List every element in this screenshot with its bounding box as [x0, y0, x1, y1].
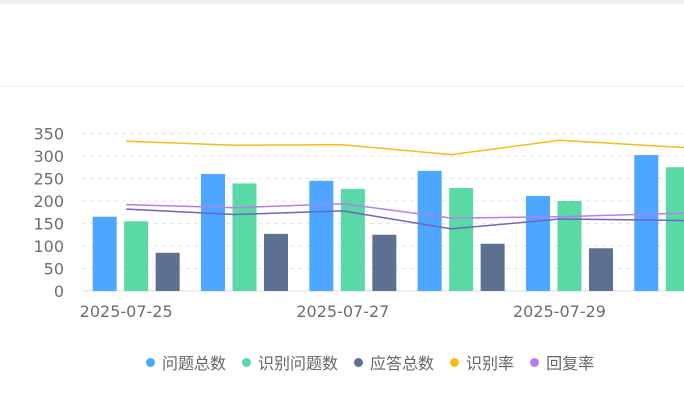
bar — [124, 221, 149, 291]
legend-item[interactable]: 回复率 — [530, 350, 594, 374]
legend-label: 识别率 — [466, 354, 515, 373]
legend-label: 回复率 — [546, 354, 595, 373]
chart-legend[interactable]: 问题总数 识别问题数 应答总数 识别率 回复率 — [146, 350, 594, 374]
y-tick-label: 300 — [33, 147, 64, 166]
bar — [92, 216, 117, 291]
legend-item[interactable]: 识别率 — [450, 350, 514, 374]
legend-label: 应答总数 — [370, 354, 435, 373]
line-series — [126, 202, 684, 219]
y-tick-label: 50 — [44, 260, 64, 279]
y-tick-label: 250 — [33, 170, 64, 189]
legend-marker — [354, 357, 364, 367]
bar — [155, 252, 180, 291]
chart-svg: 0 50 100 150 200 250 300 350 2025-07-25 2025-07-2… — [33, 125, 684, 321]
legend-item[interactable]: 识别问题数 — [242, 350, 338, 374]
legend-label: 问题总数 — [162, 354, 227, 373]
y-tick-label: 0 — [54, 282, 64, 301]
y-tick-label: 150 — [33, 215, 64, 234]
legend-marker — [450, 357, 460, 367]
legend-marker — [530, 357, 540, 367]
legend-item[interactable]: 应答总数 — [354, 350, 434, 374]
bar — [372, 234, 397, 291]
x-tick-label: 2025-07-27 — [296, 302, 389, 321]
bar — [588, 248, 613, 291]
top-strip — [0, 0, 684, 4]
legend-label: 识别问题数 — [258, 354, 339, 373]
x-tick-label: 2025-07-25 — [80, 302, 173, 321]
bar — [634, 155, 659, 291]
bar — [665, 167, 684, 291]
bar — [525, 196, 550, 291]
line-series — [126, 208, 684, 230]
line-series — [126, 139, 684, 156]
bar — [263, 233, 288, 291]
bar — [449, 187, 474, 291]
y-tick-label: 100 — [33, 237, 64, 256]
x-tick-label: 2025-07-29 — [513, 302, 606, 321]
legend-item[interactable]: 问题总数 — [146, 350, 226, 374]
y-tick-label: 350 — [33, 125, 64, 144]
legend-marker — [146, 357, 155, 367]
bar — [232, 183, 257, 291]
bar — [309, 180, 334, 291]
bar — [200, 174, 225, 291]
legend-marker — [242, 357, 252, 367]
bar — [480, 243, 505, 291]
bar — [557, 201, 582, 291]
y-tick-label: 200 — [33, 192, 64, 211]
chart-header-area — [0, 4, 684, 87]
bar — [417, 170, 442, 291]
chart-container: 0 50 100 150 200 250 300 350 2025-07-25 2025-07-2… — [0, 87, 684, 407]
